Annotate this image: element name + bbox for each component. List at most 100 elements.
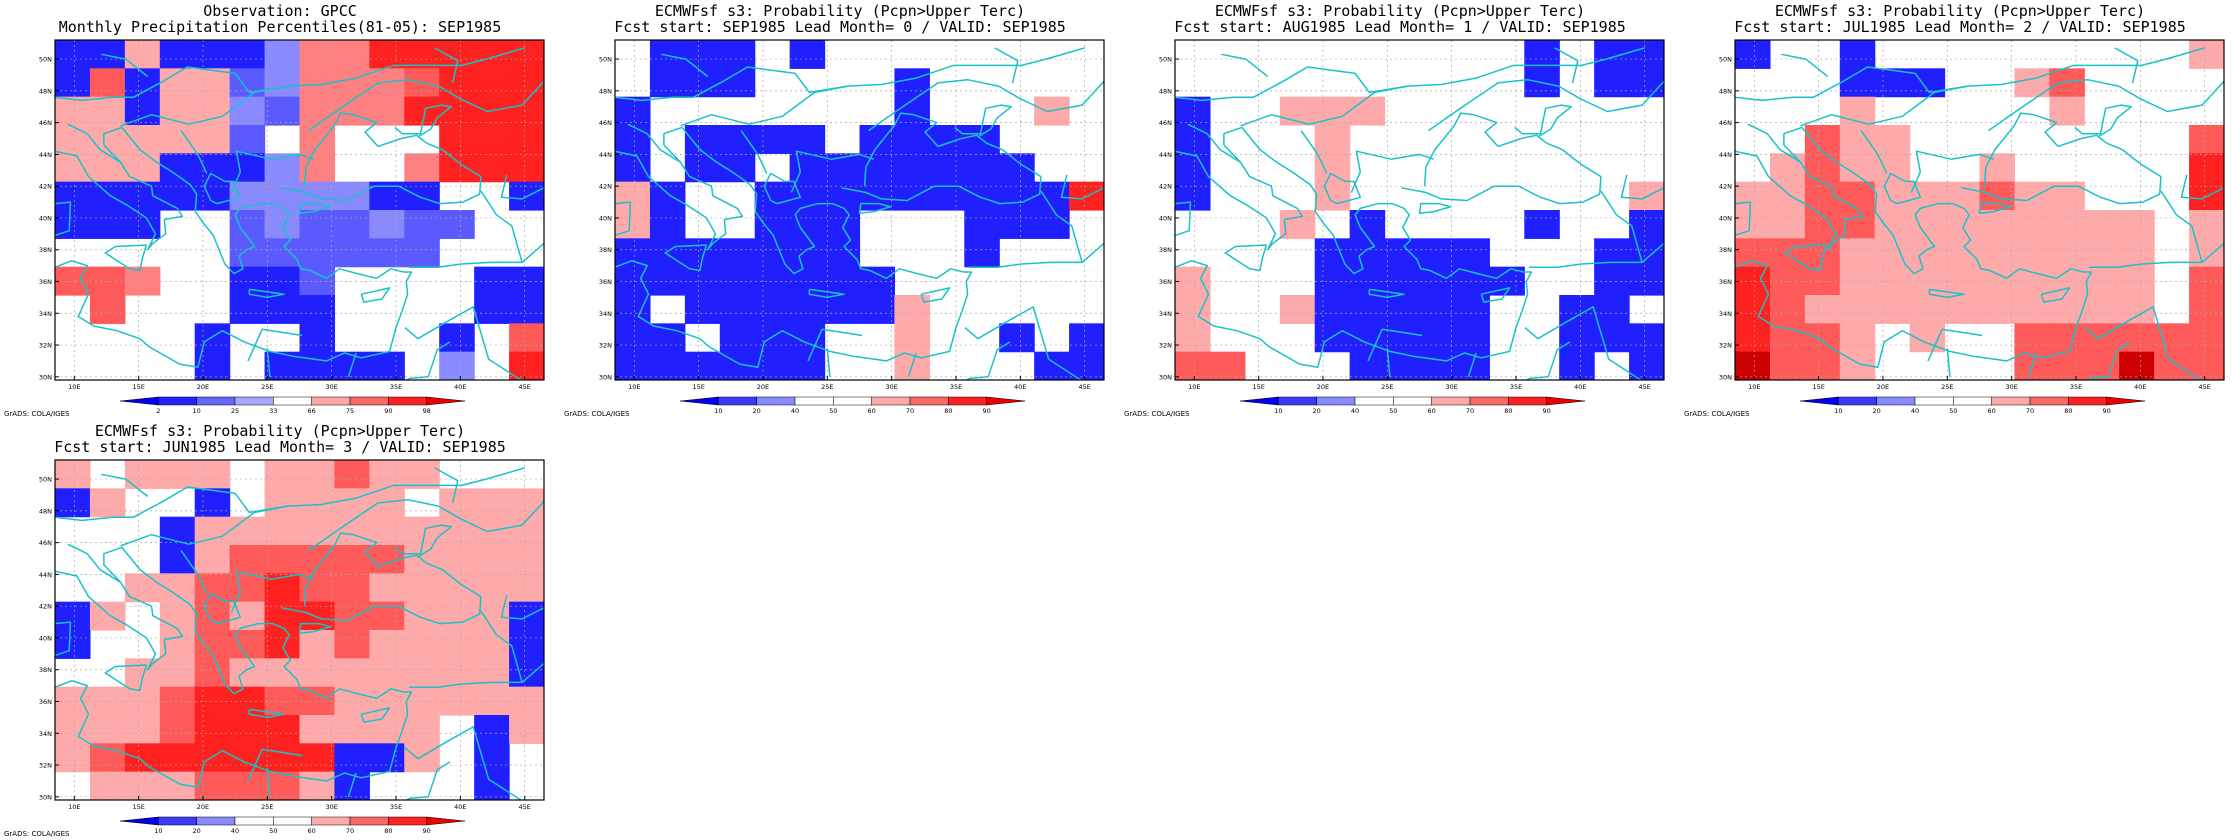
colorbar-swatch <box>119 396 159 406</box>
grid-cell <box>1839 40 1876 69</box>
colorbar-swatch <box>196 396 236 406</box>
lat-tick-label: 30N <box>39 793 52 801</box>
grid-cell <box>649 68 686 98</box>
coastline <box>104 664 148 692</box>
grid-cell <box>1419 238 1456 268</box>
coastline <box>360 287 391 303</box>
grid-cell <box>1419 351 1456 380</box>
coastline <box>1187 123 1241 163</box>
grid-cell <box>509 40 544 69</box>
grid-cell <box>2189 153 2224 183</box>
graticule <box>1735 40 2224 380</box>
coastline <box>203 592 242 625</box>
lon-tick-label: 20E <box>757 383 769 391</box>
coastline <box>1175 126 1533 369</box>
grid-cell <box>1454 295 1490 324</box>
grid-cell <box>89 295 126 324</box>
grid-cell <box>894 323 930 353</box>
grid-cell <box>439 545 475 574</box>
coastline <box>480 190 523 263</box>
grid-cell <box>2014 295 2050 324</box>
grid-cell <box>369 743 405 773</box>
lon-tick-label: 15E <box>692 383 704 391</box>
coastline <box>101 53 149 78</box>
grid-cell <box>124 460 161 489</box>
coastline <box>55 486 289 522</box>
grid-cell <box>2049 210 2085 239</box>
map-panel-4: ECMWFsf s3: Probability (Pcpn>Upper Terc… <box>1680 0 2240 420</box>
colorbar-label: 50 <box>1949 407 1957 415</box>
grid-cell <box>194 545 231 574</box>
lon-tick-label: 20E <box>197 383 209 391</box>
grid-cell <box>754 323 791 353</box>
grid-cell <box>1909 295 1946 324</box>
grid-cell <box>334 238 370 268</box>
coastlines <box>55 47 544 380</box>
grid-cell <box>264 238 301 268</box>
grid-cell <box>404 601 440 631</box>
grid-cell <box>369 40 405 69</box>
lat-tick-label: 32N <box>599 342 612 350</box>
coastline <box>308 78 544 132</box>
grid-cell <box>55 715 91 744</box>
coastline <box>404 341 451 380</box>
grid-cell <box>1839 238 1876 268</box>
grid-cell <box>264 601 301 631</box>
lon-tick-label: 45E <box>519 383 531 391</box>
coastline <box>347 352 357 378</box>
coastline <box>2088 242 2224 268</box>
coastline <box>434 47 459 84</box>
coastline <box>404 761 451 800</box>
coastline <box>281 112 482 205</box>
coastline <box>615 201 632 237</box>
grid-cell <box>684 238 721 268</box>
lat-tick-label: 38N <box>39 246 52 254</box>
lat-tick-label: 40N <box>39 214 52 222</box>
grid-cell <box>369 488 405 518</box>
grid-cell <box>2189 125 2224 154</box>
coastline <box>480 610 523 683</box>
grid-cell <box>194 573 231 603</box>
lat-tick-label: 36N <box>599 278 612 286</box>
coastline <box>2027 352 2037 378</box>
lon-tick-label: 30E <box>1445 383 1457 391</box>
grid-cell <box>55 743 91 773</box>
lon-tick-label: 20E <box>1877 383 1889 391</box>
colorbar-swatch <box>986 396 1026 406</box>
grid-cell <box>334 210 370 239</box>
lat-tick-label: 42N <box>39 603 52 611</box>
grid-cell <box>1175 351 1211 380</box>
map-figure: 30N 32N 34N 36N 38N 40N 42N 44N 46N 48N 50N 10E 15E 2… <box>39 39 545 415</box>
grid-cell <box>299 125 336 154</box>
grid-cell <box>2049 323 2085 353</box>
coastline <box>281 532 482 625</box>
coastline <box>360 707 391 723</box>
grid-cell <box>89 40 126 69</box>
lat-tick-label: 30N <box>599 373 612 381</box>
grid-cell <box>124 658 161 688</box>
grid-cell <box>124 40 161 69</box>
grid-cell <box>334 630 370 659</box>
grid-cell <box>684 125 721 154</box>
grid-cell <box>299 516 336 546</box>
grid-cell <box>1419 295 1456 324</box>
grid-cell <box>1175 295 1211 324</box>
lat-tick-label: 32N <box>39 762 52 770</box>
colorbar-label: 70 <box>346 827 354 835</box>
grid-cell <box>1559 323 1595 353</box>
lon-tick-label: 35E <box>1510 383 1522 391</box>
grid-cell <box>334 686 370 716</box>
coastline <box>543 184 544 186</box>
grid-cell <box>754 266 791 296</box>
coastline <box>1300 130 1328 174</box>
grid-cell <box>474 686 510 716</box>
grid-cell <box>1804 153 1841 183</box>
lat-tick-label: 44N <box>39 151 52 159</box>
lon-tick-label: 45E <box>1639 383 1651 391</box>
grads-credit: GrADS: COLA/IGES <box>4 410 70 418</box>
grid-cell <box>824 210 861 239</box>
colorbar-label: 50 <box>829 407 837 415</box>
coastline <box>763 172 802 205</box>
grid-cell <box>1175 323 1211 353</box>
colorbar-swatch <box>273 396 312 406</box>
